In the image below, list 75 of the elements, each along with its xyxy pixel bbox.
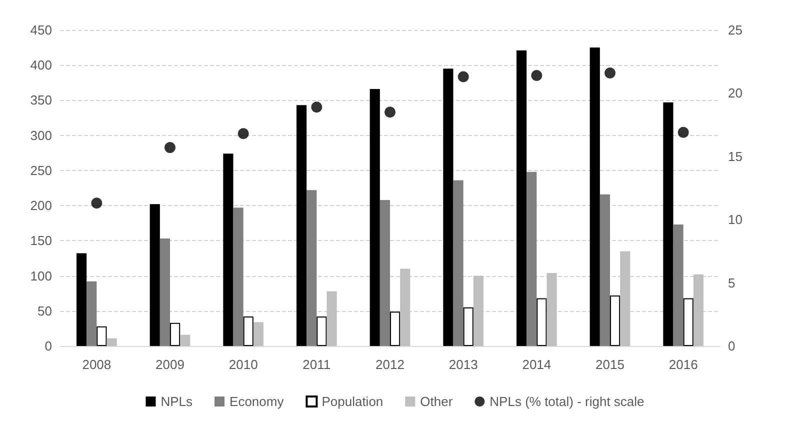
bar <box>400 268 410 346</box>
legend-label: Economy <box>230 394 284 409</box>
bar <box>443 68 454 346</box>
x-tick-label: 2014 <box>522 357 552 372</box>
bar <box>316 316 327 346</box>
bar <box>370 88 380 346</box>
x-tick-label: 2010 <box>228 357 258 372</box>
x-tick-label: 2009 <box>156 357 184 372</box>
point <box>458 71 469 82</box>
bar <box>86 281 97 346</box>
point <box>238 128 249 140</box>
y2-tick-label: 5 <box>728 275 736 290</box>
bar <box>610 295 620 346</box>
legend-label: Population <box>322 394 384 409</box>
bar <box>243 316 254 346</box>
point <box>678 126 689 138</box>
y-tick-label: 350 <box>30 92 52 108</box>
bar <box>223 154 234 346</box>
bar <box>693 274 704 346</box>
y-tick-label: 400 <box>30 58 52 73</box>
point <box>384 106 396 118</box>
y-tick-label: 100 <box>30 268 52 284</box>
y2-tick-label: 0 <box>728 338 736 354</box>
bar <box>683 298 694 346</box>
bar <box>180 334 190 346</box>
bar <box>536 298 547 346</box>
y-tick-label: 300 <box>30 128 52 143</box>
bar <box>326 291 337 346</box>
bar <box>600 194 610 346</box>
bar <box>453 180 464 346</box>
y2-tick-label: 10 <box>728 212 742 228</box>
bar <box>253 322 264 346</box>
bar <box>76 253 87 346</box>
y2-tick-label: 20 <box>728 86 742 101</box>
point <box>164 142 176 154</box>
bar <box>516 50 527 346</box>
legend-label: NPLs <box>160 394 194 409</box>
bar <box>390 312 400 346</box>
point <box>91 198 102 209</box>
bar <box>473 276 484 346</box>
y-tick-label: 450 <box>30 22 52 38</box>
y2-tick-label: 15 <box>728 148 742 164</box>
x-tick-label: 2013 <box>448 357 478 372</box>
bar <box>96 326 107 346</box>
x-tick-label: 2012 <box>376 357 404 372</box>
point <box>604 67 616 78</box>
bar <box>296 105 307 346</box>
bar <box>526 172 537 346</box>
bar <box>546 272 557 346</box>
bar <box>106 338 117 346</box>
bar <box>380 200 390 346</box>
x-tick-label: 2016 <box>668 357 698 372</box>
bar <box>463 307 474 346</box>
bar <box>673 224 684 346</box>
y2-tick-label: 25 <box>728 22 742 38</box>
x-tick-label: 2015 <box>596 357 624 372</box>
y-tick-label: 50 <box>38 303 52 318</box>
y-tick-label: 250 <box>30 162 52 178</box>
x-tick-label: 2011 <box>302 357 331 372</box>
bar <box>306 190 317 346</box>
legend-label: NPLs (% total) - right scale <box>490 394 644 409</box>
point <box>311 102 322 113</box>
y-tick-label: 200 <box>30 198 52 214</box>
bar <box>233 208 244 346</box>
legend-label: Other <box>420 394 454 409</box>
bar <box>590 48 600 346</box>
y-tick-label: 150 <box>30 233 52 248</box>
bar <box>663 102 674 346</box>
x-tick-label: 2008 <box>82 357 112 372</box>
y-tick-label: 0 <box>44 338 52 354</box>
bar <box>160 238 170 346</box>
point <box>531 70 542 81</box>
bar <box>150 204 160 346</box>
bar <box>620 251 630 346</box>
bar <box>170 322 180 346</box>
